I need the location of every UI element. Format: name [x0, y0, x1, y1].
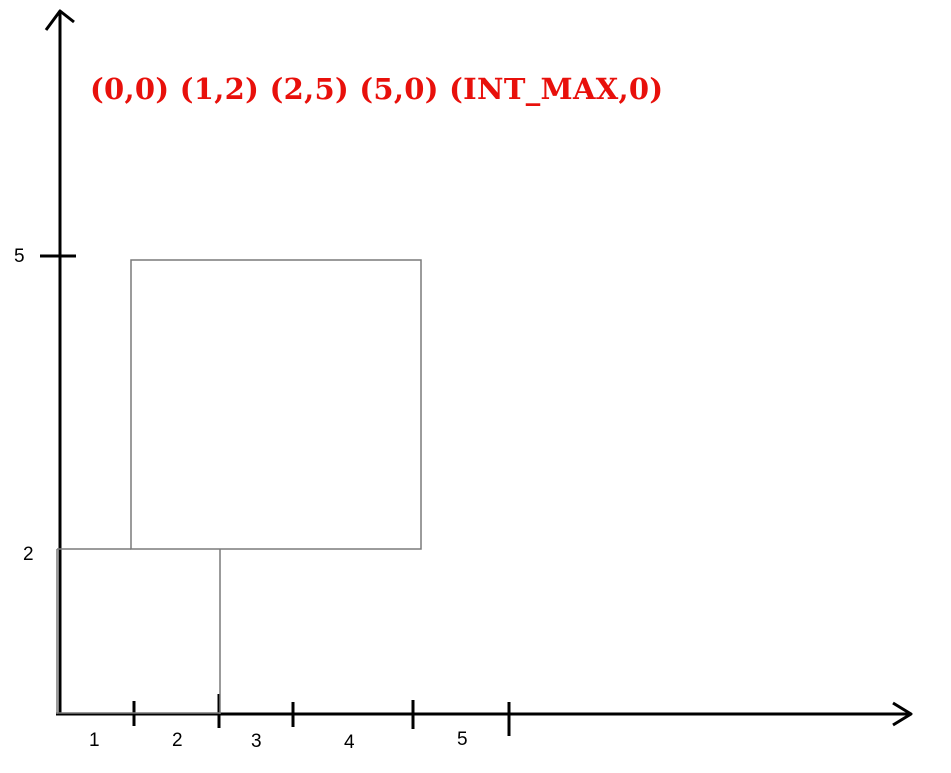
x-axis-arrow — [892, 701, 913, 727]
y-tick-label-2: 2 — [23, 544, 34, 565]
key-points-headline: (0,0) (1,2) (2,5) (5,0) (INT_MAX,0) — [90, 72, 664, 106]
x-tick-label-5: 5 — [457, 729, 468, 750]
x-tick-label-2: 2 — [172, 730, 183, 751]
y-axis-arrow — [44, 9, 75, 31]
building-outline-tall — [130, 259, 422, 550]
x-tick-label-3: 3 — [251, 731, 262, 752]
y-tick-label-5: 5 — [14, 246, 25, 267]
x-tick-label-4: 4 — [344, 732, 355, 753]
x-tick-label-1: 1 — [89, 730, 100, 751]
